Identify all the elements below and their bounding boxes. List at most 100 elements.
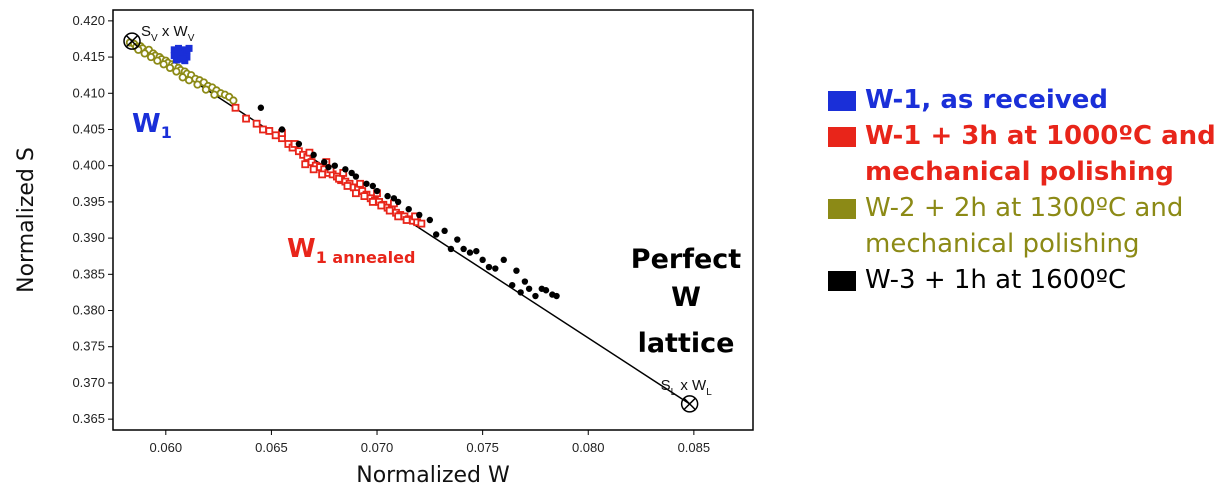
data-point xyxy=(201,85,211,94)
data-point xyxy=(242,114,250,123)
data-point xyxy=(335,174,343,183)
legend: W-1, as received W-1 + 3h at 1000ºC and … xyxy=(828,82,1231,298)
data-point xyxy=(257,104,265,111)
x-tick-label: 0.060 xyxy=(150,440,183,455)
data-point xyxy=(521,278,529,285)
data-point xyxy=(485,263,493,271)
annotation-perfect-lattice-line1: Perfect xyxy=(631,244,741,275)
data-point xyxy=(229,96,238,105)
data-point xyxy=(184,76,194,85)
annotation-w1: W1 xyxy=(132,109,172,142)
data-point xyxy=(331,162,338,169)
data-point xyxy=(542,287,550,294)
reference-marker xyxy=(123,32,141,50)
data-point xyxy=(432,231,440,238)
y-tick-label: 0.365 xyxy=(72,411,105,426)
data-point xyxy=(185,44,193,52)
x-tick-label: 0.080 xyxy=(572,440,605,455)
data-point xyxy=(394,212,403,221)
legend-label: W-2 + 2h at 1300ºC and mechanical polish… xyxy=(865,193,1184,259)
data-point xyxy=(426,216,434,224)
legend-item-w1: W-1, as received xyxy=(828,82,1231,118)
y-tick-label: 0.380 xyxy=(72,303,105,318)
y-tick-label: 0.420 xyxy=(72,13,105,28)
data-point xyxy=(159,60,168,69)
data-point xyxy=(348,169,355,177)
legend-swatch xyxy=(828,199,856,219)
data-point xyxy=(360,192,369,201)
x-axis-title: Normalized W xyxy=(356,463,510,488)
y-tick-label: 0.370 xyxy=(72,375,105,390)
y-tick-label: 0.410 xyxy=(72,85,105,100)
data-point xyxy=(356,179,365,188)
y-axis-title: Normalized S xyxy=(14,147,39,293)
data-point xyxy=(174,50,182,58)
data-point xyxy=(183,53,191,61)
x-tick-label: 0.075 xyxy=(466,440,499,455)
annotation-w1-annealed: W1 annealed xyxy=(287,234,415,267)
x-tick-label: 0.085 xyxy=(678,440,711,455)
legend-swatch xyxy=(828,271,856,291)
data-point xyxy=(295,140,303,148)
y-tick-label: 0.415 xyxy=(72,49,105,64)
data-point xyxy=(466,249,474,256)
data-point xyxy=(193,80,202,89)
axis-ticks: 0.060 0.065 0.070 0.075 0.080 0.085 0.365 0.370… xyxy=(72,13,710,455)
data-point xyxy=(500,256,507,264)
legend-label: W-1 + 3h at 1000ºC and mechanical polish… xyxy=(865,121,1216,187)
data-point xyxy=(271,131,280,140)
y-tick-label: 0.395 xyxy=(72,194,105,209)
data-point xyxy=(342,166,349,173)
legend-swatch xyxy=(828,127,856,147)
data-point xyxy=(479,256,486,264)
data-point xyxy=(509,281,516,289)
data-point xyxy=(390,195,398,202)
data-point xyxy=(172,67,181,76)
data-point xyxy=(210,90,219,99)
data-point xyxy=(318,170,327,179)
data-point xyxy=(513,267,520,274)
data-point xyxy=(140,49,149,58)
data-point xyxy=(179,55,187,63)
data-point xyxy=(178,73,187,82)
data-point xyxy=(174,44,182,52)
legend-item-w3: W-3 + 1h at 1600ºC xyxy=(828,262,1231,298)
ref-label-vacancy: SV x WV xyxy=(141,23,195,44)
data-point xyxy=(363,180,370,187)
data-point xyxy=(441,227,448,235)
data-point xyxy=(165,63,175,73)
legend-item-w2: W-2 + 2h at 1300ºC and mechanical polish… xyxy=(828,190,1231,262)
data-point xyxy=(252,119,261,128)
data-point xyxy=(325,163,332,171)
data-point xyxy=(517,289,524,296)
data-point xyxy=(321,158,328,166)
data-point xyxy=(368,197,377,206)
annotation-perfect-lattice-line3: lattice xyxy=(638,328,735,359)
data-point xyxy=(310,151,317,159)
ref-label-lattice: SL x WL xyxy=(661,377,713,398)
data-point xyxy=(259,125,267,134)
data-point xyxy=(301,160,310,169)
y-tick-label: 0.405 xyxy=(72,121,105,136)
reference-marker xyxy=(680,395,699,413)
y-tick-label: 0.375 xyxy=(72,339,105,354)
data-point xyxy=(170,52,178,60)
data-point xyxy=(343,182,352,190)
data-point xyxy=(265,127,274,135)
reference-markers xyxy=(123,32,699,413)
data-point xyxy=(454,236,461,243)
legend-item-w1-annealed: W-1 + 3h at 1000ºC and mechanical polish… xyxy=(828,118,1231,190)
y-tick-label: 0.400 xyxy=(72,158,105,173)
data-point xyxy=(402,216,411,224)
data-point xyxy=(447,245,455,253)
data-point xyxy=(309,165,318,174)
data-point xyxy=(172,56,180,64)
data-point xyxy=(352,189,360,198)
data-point xyxy=(473,247,480,255)
data-point xyxy=(394,198,402,206)
data-point xyxy=(417,219,426,228)
data-points xyxy=(125,38,560,300)
data-point xyxy=(405,205,412,213)
data-point xyxy=(179,46,187,54)
data-point xyxy=(385,206,394,215)
